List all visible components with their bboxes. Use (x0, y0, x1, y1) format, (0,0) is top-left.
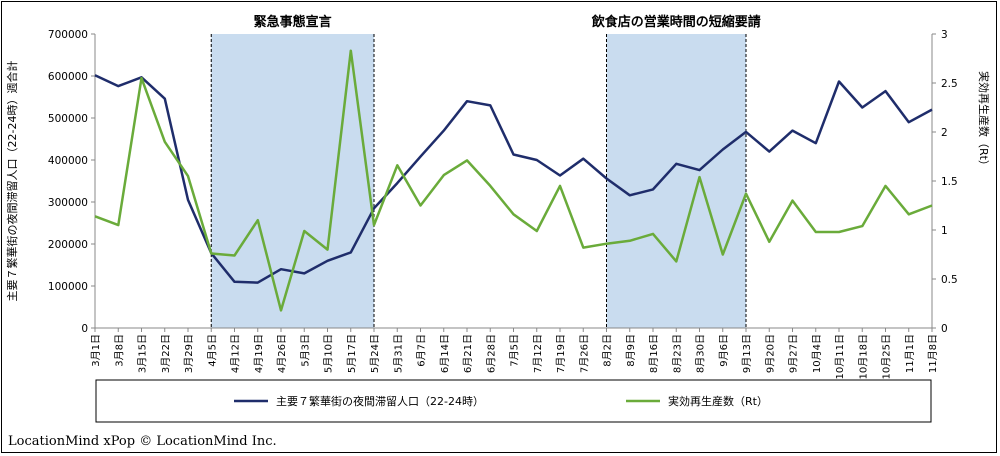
left-tick-label: 700000 (48, 29, 88, 41)
x-tick-label: 10月4日 (811, 334, 823, 373)
right-tick-label: 1.5 (941, 176, 958, 188)
left-tick-label: 0 (81, 323, 88, 335)
region-label-2: 飲食店の営業時間の短縮要請 (591, 14, 761, 30)
x-tick-label: 9月6日 (718, 334, 730, 367)
left-tick-label: 400000 (48, 155, 88, 167)
line-chart: 緊急事態宣言 飲食店の営業時間の短縮要請 0 100000 200000 300000 40… (5, 14, 991, 423)
x-tick-label: 4月26日 (276, 334, 288, 373)
x-tick-label: 7月26日 (578, 334, 590, 373)
shaded-region-1 (211, 34, 374, 328)
shaded-region-2 (606, 34, 746, 328)
x-tick-label: 5月10日 (323, 334, 335, 373)
x-tick-label: 11月8日 (927, 334, 939, 373)
x-tick-label: 5月31日 (392, 334, 404, 373)
x-tick-label: 10月25日 (881, 334, 893, 379)
x-tick-label: 8月23日 (671, 334, 683, 373)
left-tick-label: 600000 (48, 71, 88, 83)
x-tick-label: 7月19日 (555, 334, 567, 373)
left-tick-label: 200000 (48, 239, 88, 251)
x-tick-label: 3月29日 (183, 334, 195, 373)
right-tick-label: 2.5 (941, 78, 958, 90)
left-axis-title: 主要７繁華街の夜間滞留人口（22-24時）週合計 (5, 61, 19, 302)
x-tick-label: 6月28日 (485, 334, 497, 373)
legend-label: 主要７繁華街の夜間滞留人口（22-24時） (276, 394, 484, 408)
x-tick-label: 3月15日 (137, 334, 149, 373)
legend-label: 実効再生産数（Rt） (668, 394, 768, 408)
right-axis-title: 実効再生産数（Rt） (977, 71, 991, 171)
x-tick-label: 11月1日 (904, 334, 916, 373)
x-tick-label: 8月16日 (648, 334, 660, 373)
effective-reproduction-number-line (94, 49, 933, 312)
x-tick-label: 7月5日 (509, 334, 521, 367)
right-tick-label: 0.5 (941, 274, 958, 286)
credit-text: LocationMind xPop © LocationMind Inc. (8, 434, 277, 449)
x-tick-label: 10月11日 (834, 334, 846, 379)
right-tick-label: 1 (941, 225, 948, 237)
x-tick-label: 9月27日 (788, 334, 800, 373)
x-tick-label: 6月14日 (439, 334, 451, 373)
left-tick-label: 300000 (48, 197, 88, 209)
left-tick-label: 100000 (48, 281, 88, 293)
x-tick-label: 5月24日 (369, 334, 381, 373)
x-tick-label: 8月9日 (625, 334, 637, 367)
x-tick-label: 4月5日 (206, 334, 218, 367)
x-tick-label: 3月22日 (160, 334, 172, 373)
x-tick-label: 7月12日 (532, 334, 544, 373)
x-tick-label: 9月13日 (741, 334, 753, 373)
right-tick-label: 3 (941, 29, 948, 41)
left-tick-label: 500000 (48, 113, 88, 125)
x-tick-label: 10月18日 (857, 334, 869, 379)
x-tick-label: 3月8日 (113, 334, 125, 367)
x-tick-label: 6月7日 (416, 334, 428, 367)
region-label-1: 緊急事態宣言 (254, 14, 332, 30)
right-tick-label: 0 (941, 323, 948, 335)
x-tick-label: 8月30日 (695, 334, 707, 373)
nightlife-population-line (94, 74, 933, 284)
x-tick-label: 5月17日 (346, 334, 358, 373)
x-tick-label: 8月2日 (602, 334, 614, 367)
x-tick-label: 5月3日 (299, 334, 311, 367)
x-tick-label: 9月20日 (764, 334, 776, 373)
x-tick-label: 3月1日 (90, 334, 102, 367)
x-tick-label: 4月12日 (230, 334, 242, 373)
x-tick-label: 6月21日 (462, 334, 474, 373)
x-tick-label: 4月19日 (253, 334, 265, 373)
right-tick-label: 2 (941, 127, 948, 139)
legend-box (95, 379, 932, 423)
